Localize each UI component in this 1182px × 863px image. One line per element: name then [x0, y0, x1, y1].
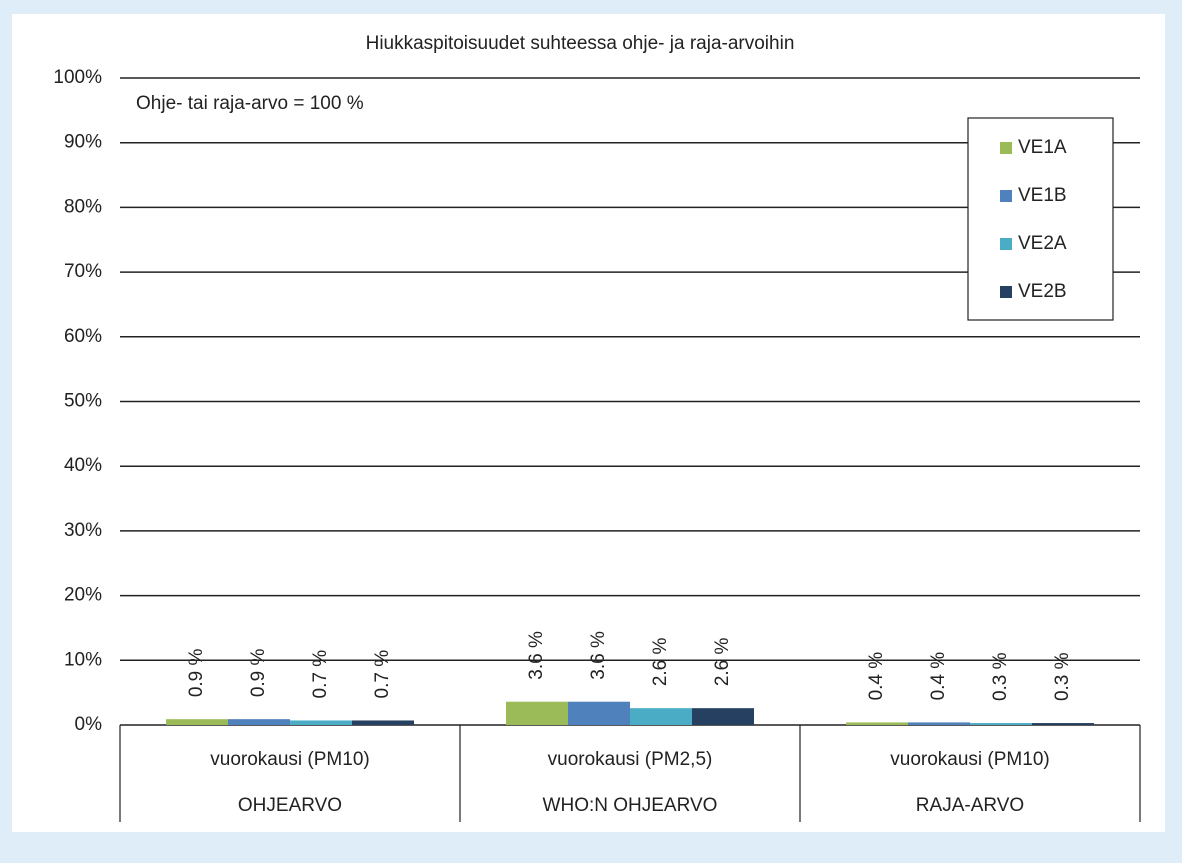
bar	[228, 719, 290, 725]
value-label: 0.3 %	[1052, 652, 1073, 701]
y-tick-label: 60%	[64, 326, 102, 347]
y-tick-label: 30%	[64, 520, 102, 541]
y-tick-label: 20%	[64, 585, 102, 606]
x-group-label: WHO:N OHJEARVO	[543, 795, 718, 816]
legend-label: VE1A	[1018, 137, 1067, 158]
x-tick-label: vuorokausi (PM2,5)	[548, 749, 713, 770]
value-label: 2.6 %	[712, 637, 733, 686]
x-tick-label: vuorokausi (PM10)	[890, 749, 1049, 770]
bar	[352, 720, 414, 725]
x-group-label: OHJEARVO	[238, 795, 342, 816]
legend-box	[967, 117, 1114, 321]
bar	[568, 701, 630, 725]
value-label: 3.6 %	[588, 631, 609, 680]
annotation: Ohje- tai raja-arvo = 100 %	[136, 93, 364, 114]
x-tick-label: vuorokausi (PM10)	[210, 749, 369, 770]
bar	[692, 708, 754, 725]
value-label: 0.3 %	[990, 652, 1011, 701]
value-label: 0.9 %	[186, 648, 207, 697]
value-label: 0.7 %	[372, 650, 393, 699]
y-tick-label: 10%	[64, 649, 102, 670]
y-tick-label: 40%	[64, 455, 102, 476]
legend-swatch	[1000, 190, 1012, 202]
bar	[506, 701, 568, 725]
bar	[290, 720, 352, 725]
value-label: 3.6 %	[526, 631, 547, 680]
y-tick-label: 80%	[64, 196, 102, 217]
y-tick-label: 90%	[64, 132, 102, 153]
legend-swatch	[1000, 142, 1012, 154]
bar	[846, 722, 908, 725]
y-tick-label: 0%	[75, 714, 103, 735]
bar	[908, 722, 970, 725]
value-label: 2.6 %	[650, 637, 671, 686]
value-label: 0.4 %	[928, 652, 949, 701]
legend-label: VE2B	[1018, 281, 1067, 302]
value-label: 0.7 %	[310, 650, 331, 699]
bar	[630, 708, 692, 725]
value-label: 0.4 %	[866, 652, 887, 701]
legend-label: VE2A	[1018, 233, 1067, 254]
chart-title: Hiukkaspitoisuudet suhteessa ohje- ja ra…	[366, 33, 795, 54]
bar	[970, 723, 1032, 725]
y-tick-label: 70%	[64, 261, 102, 282]
bar	[1032, 723, 1094, 725]
bar	[166, 719, 228, 725]
y-tick-label: 100%	[53, 67, 102, 88]
legend-label: VE1B	[1018, 185, 1067, 206]
legend-swatch	[1000, 286, 1012, 298]
x-group-label: RAJA-ARVO	[916, 795, 1024, 816]
legend-swatch	[1000, 238, 1012, 250]
value-label: 0.9 %	[248, 648, 269, 697]
y-tick-label: 50%	[64, 391, 102, 412]
